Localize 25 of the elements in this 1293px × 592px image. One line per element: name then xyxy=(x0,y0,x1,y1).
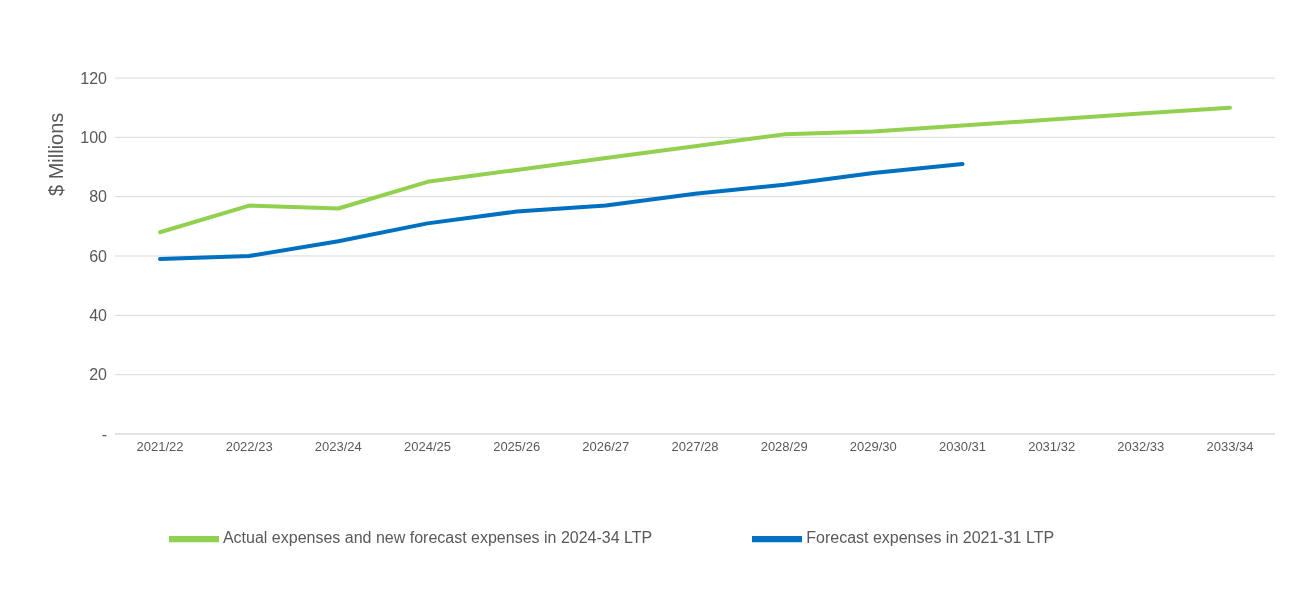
line-series xyxy=(158,162,965,261)
x-tick-label: 2030/31 xyxy=(939,439,986,455)
x-tick-label: 2028/29 xyxy=(760,439,808,455)
x-tick-label: 2023/24 xyxy=(314,439,362,455)
y-tick-label: 80 xyxy=(89,188,108,206)
y-tick-label: - xyxy=(101,425,107,443)
y-tick-label: 20 xyxy=(89,366,108,384)
legend-label: Forecast expenses in 2021-31 LTP xyxy=(806,529,1055,547)
y-tick-label: 40 xyxy=(89,307,108,325)
x-tick-label: 2032/33 xyxy=(1117,439,1165,455)
y-tick-label: 60 xyxy=(89,247,108,265)
y-tick-label: 100 xyxy=(80,129,108,147)
x-tick-label: 2031/32 xyxy=(1028,439,1076,455)
x-tick-label: 2029/30 xyxy=(849,439,897,455)
x-tick-label: 2027/28 xyxy=(671,439,719,455)
legend-label: Actual expenses and new forecast expenses in 2024-34 LTP xyxy=(222,529,653,547)
x-tick-label: 2024/25 xyxy=(404,439,451,455)
line-series xyxy=(158,105,1232,235)
x-tick-label: 2033/34 xyxy=(1206,439,1254,455)
x-tick-label: 2021/22 xyxy=(136,439,184,455)
x-tick-label: 2026/27 xyxy=(582,439,630,455)
y-axis-title: $ Millions xyxy=(45,112,68,196)
y-tick-label: 120 xyxy=(80,69,108,87)
x-tick-label: 2022/23 xyxy=(225,439,273,455)
x-tick-label: 2025/26 xyxy=(493,439,541,455)
